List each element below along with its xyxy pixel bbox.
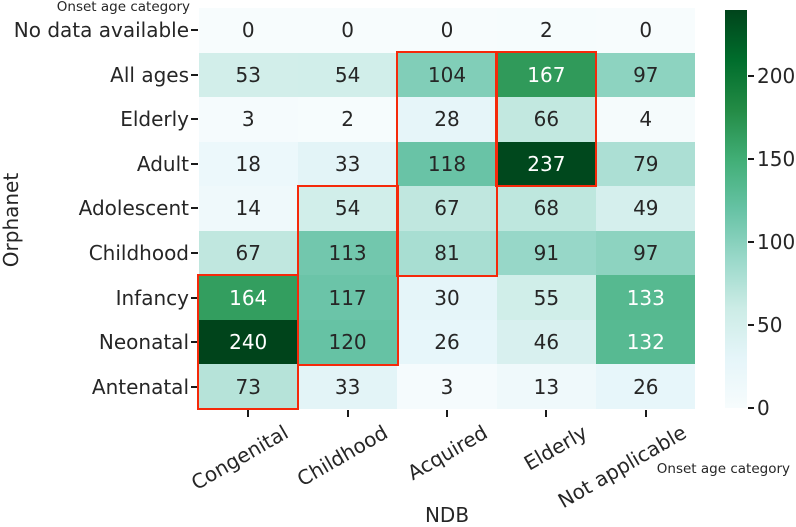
x-tick-mark xyxy=(346,409,349,417)
heatmap-cell: 30 xyxy=(397,275,497,320)
y-tick-label: Elderly xyxy=(120,107,189,132)
heatmap-cell: 26 xyxy=(596,364,696,409)
y-axis-note: Onset age category xyxy=(56,0,190,15)
y-tick-mark xyxy=(191,252,198,255)
y-tick-mark xyxy=(191,341,198,344)
heatmap-cell: 33 xyxy=(297,141,398,187)
heatmap-cell: 3 xyxy=(397,364,497,409)
y-tick-mark xyxy=(191,385,198,388)
x-tick-mark xyxy=(247,409,250,417)
heatmap-cell: 97 xyxy=(596,230,696,276)
heatmap-cell: 2 xyxy=(297,97,398,142)
heatmap-cell: 117 xyxy=(297,275,398,320)
colorbar-tick-mark xyxy=(748,75,754,78)
heatmap-cell: 113 xyxy=(297,230,398,276)
colorbar-tick-label: 0 xyxy=(757,396,770,420)
heatmap-cell: 0 xyxy=(297,8,398,53)
colorbar-tick-label: 50 xyxy=(757,313,783,338)
x-tick-mark xyxy=(545,409,548,417)
heatmap-cell: 0 xyxy=(198,8,298,53)
heatmap-cell: 2 xyxy=(496,8,597,53)
colorbar-tick-label: 200 xyxy=(757,64,796,89)
heatmap-cell: 54 xyxy=(297,186,398,231)
heatmap-cell: 73 xyxy=(198,364,298,409)
highlight-box xyxy=(197,274,300,411)
heatmap-cell: 28 xyxy=(397,97,497,142)
highlight-box xyxy=(296,184,399,366)
heatmap-cell: 3 xyxy=(198,97,298,142)
heatmap-cell: 240 xyxy=(198,319,298,365)
heatmap-cell: 120 xyxy=(297,319,398,365)
highlight-box xyxy=(495,51,598,188)
heatmap-cell: 33 xyxy=(297,364,398,409)
x-tick-label: Congenital xyxy=(187,420,293,495)
heatmap-cell: 49 xyxy=(596,186,696,231)
y-tick-label: Adolescent xyxy=(78,196,189,221)
y-tick-label: Antenatal xyxy=(91,374,189,399)
heatmap-cell: 66 xyxy=(496,97,597,142)
heatmap-cell: 68 xyxy=(496,186,597,231)
x-axis-title: NDB xyxy=(424,503,470,527)
heatmap-cell: 53 xyxy=(198,52,298,98)
y-tick-mark xyxy=(191,118,198,121)
colorbar-tick-mark xyxy=(748,158,754,161)
heatmap-cell: 67 xyxy=(397,186,497,231)
colorbar-tick-mark xyxy=(748,324,754,326)
heatmap-cell: 237 xyxy=(496,141,597,187)
heatmap-cell: 4 xyxy=(596,97,696,142)
heatmap-cell: 67 xyxy=(198,230,298,276)
heatmap-cell: 81 xyxy=(397,230,497,276)
heatmap-cell: 13 xyxy=(496,364,597,409)
y-tick-mark xyxy=(191,29,198,32)
heatmap-cell: 91 xyxy=(496,230,597,276)
x-axis-note: Onset age category xyxy=(656,461,790,477)
heatmap-cell: 26 xyxy=(397,319,497,365)
colorbar-tick-mark xyxy=(748,407,754,409)
highlight-box xyxy=(396,51,498,277)
heatmap-cell: 14 xyxy=(198,186,298,231)
y-tick-mark xyxy=(191,207,198,210)
y-tick-mark xyxy=(191,296,198,299)
y-tick-label: Adult xyxy=(136,151,189,176)
heatmap-cell: 18 xyxy=(198,141,298,187)
y-tick-label: Infancy xyxy=(115,285,189,310)
x-tick-label: Childhood xyxy=(293,420,393,492)
y-tick-label: Neonatal xyxy=(98,330,189,355)
heatmap-cell: 164 xyxy=(198,275,298,320)
colorbar xyxy=(725,10,747,408)
heatmap-cell: 0 xyxy=(596,8,696,53)
colorbar-tick-label: 150 xyxy=(757,147,796,172)
colorbar-tick-label: 100 xyxy=(757,230,796,255)
heatmap-cell: 97 xyxy=(596,52,696,98)
heatmap-cell: 118 xyxy=(397,141,497,187)
heatmap-cell: 46 xyxy=(496,319,597,365)
y-tick-mark xyxy=(191,162,198,165)
heatmap-cell: 79 xyxy=(596,141,696,187)
y-tick-label: All ages xyxy=(110,62,189,87)
heatmap-cell: 55 xyxy=(496,275,597,320)
y-tick-label: No data available xyxy=(13,18,189,43)
x-tick-mark xyxy=(644,409,647,417)
heatmap-cell: 133 xyxy=(596,275,696,320)
y-tick-label: Childhood xyxy=(88,241,189,266)
heatmap-cell: 167 xyxy=(496,52,597,98)
heatmap-cell: 54 xyxy=(297,52,398,98)
y-tick-mark xyxy=(191,73,198,76)
x-tick-mark xyxy=(446,409,448,417)
heatmap-cell: 0 xyxy=(397,8,497,53)
heatmap-cell: 104 xyxy=(397,52,497,98)
heatmap-cell: 132 xyxy=(596,319,696,365)
colorbar-tick-mark xyxy=(748,241,754,244)
